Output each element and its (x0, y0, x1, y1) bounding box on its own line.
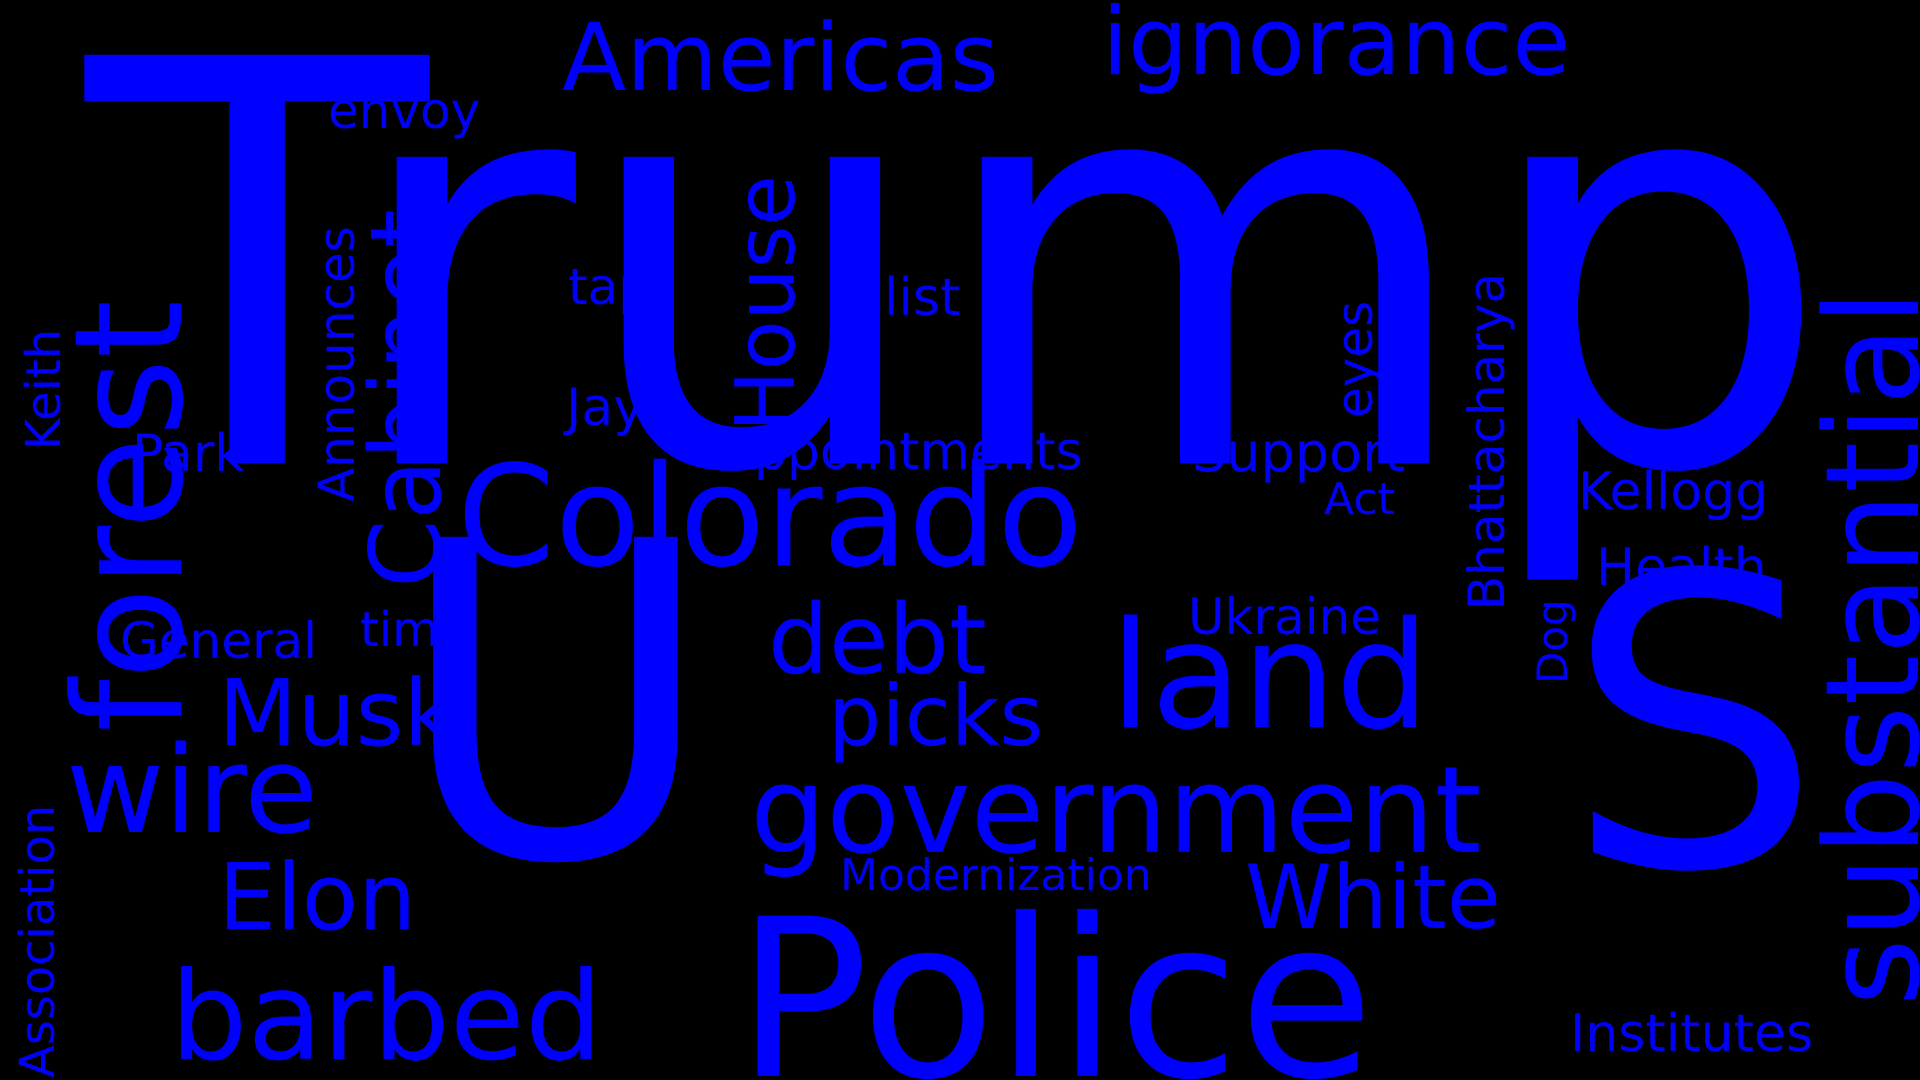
word-house: House (719, 175, 814, 432)
word-envoy: envoy (328, 82, 481, 140)
word-general: General (120, 612, 318, 670)
word-institutes: Institutes (1570, 1004, 1814, 1064)
word-eyes: eyes (1326, 300, 1384, 418)
word-support: Support (1192, 421, 1406, 484)
word-appointments: appointments (722, 422, 1083, 482)
word-kellogg: Kellogg (1578, 462, 1769, 522)
word-s: S (1565, 491, 1822, 961)
word-elon: Elon (218, 844, 417, 951)
word-bhattacharya: Bhattacharya (1458, 272, 1516, 610)
word-act: Act (1324, 474, 1395, 525)
word-substantial: substantial (1797, 289, 1920, 1006)
word-jay: Jay (566, 378, 644, 438)
word-u: U (395, 450, 716, 960)
word-park: Park (132, 424, 245, 484)
word-americas: Americas (562, 4, 999, 113)
word-barbed: barbed (170, 946, 603, 1080)
word-ignorance: ignorance (1102, 0, 1571, 97)
word-health: Health (1596, 538, 1767, 598)
word-dog: Dog (1528, 599, 1577, 684)
word-modernization: Modernization (840, 850, 1152, 901)
word-cabinet: Cabinet (350, 209, 464, 588)
word-association: Association (10, 804, 66, 1078)
word-government: government (750, 742, 1482, 881)
word-keith: Keith (16, 328, 72, 450)
word-ukraine: Ukraine (1188, 588, 1382, 646)
word-police: Police (736, 872, 1374, 1080)
word-taps: taps (568, 258, 677, 316)
word-wire: wire (66, 722, 319, 861)
word-list: list (884, 268, 961, 328)
word-colorado: Colorado (457, 436, 1083, 599)
word-land: land (1110, 590, 1430, 762)
word-picks: picks (828, 667, 1044, 765)
word-white: White (1245, 846, 1501, 949)
word-musk: Musk (218, 660, 457, 767)
word-time: time (360, 602, 469, 658)
word-trump: Trump (86, 0, 1832, 596)
word-debt: debt (768, 584, 987, 696)
word-announces: Announces (308, 226, 366, 502)
